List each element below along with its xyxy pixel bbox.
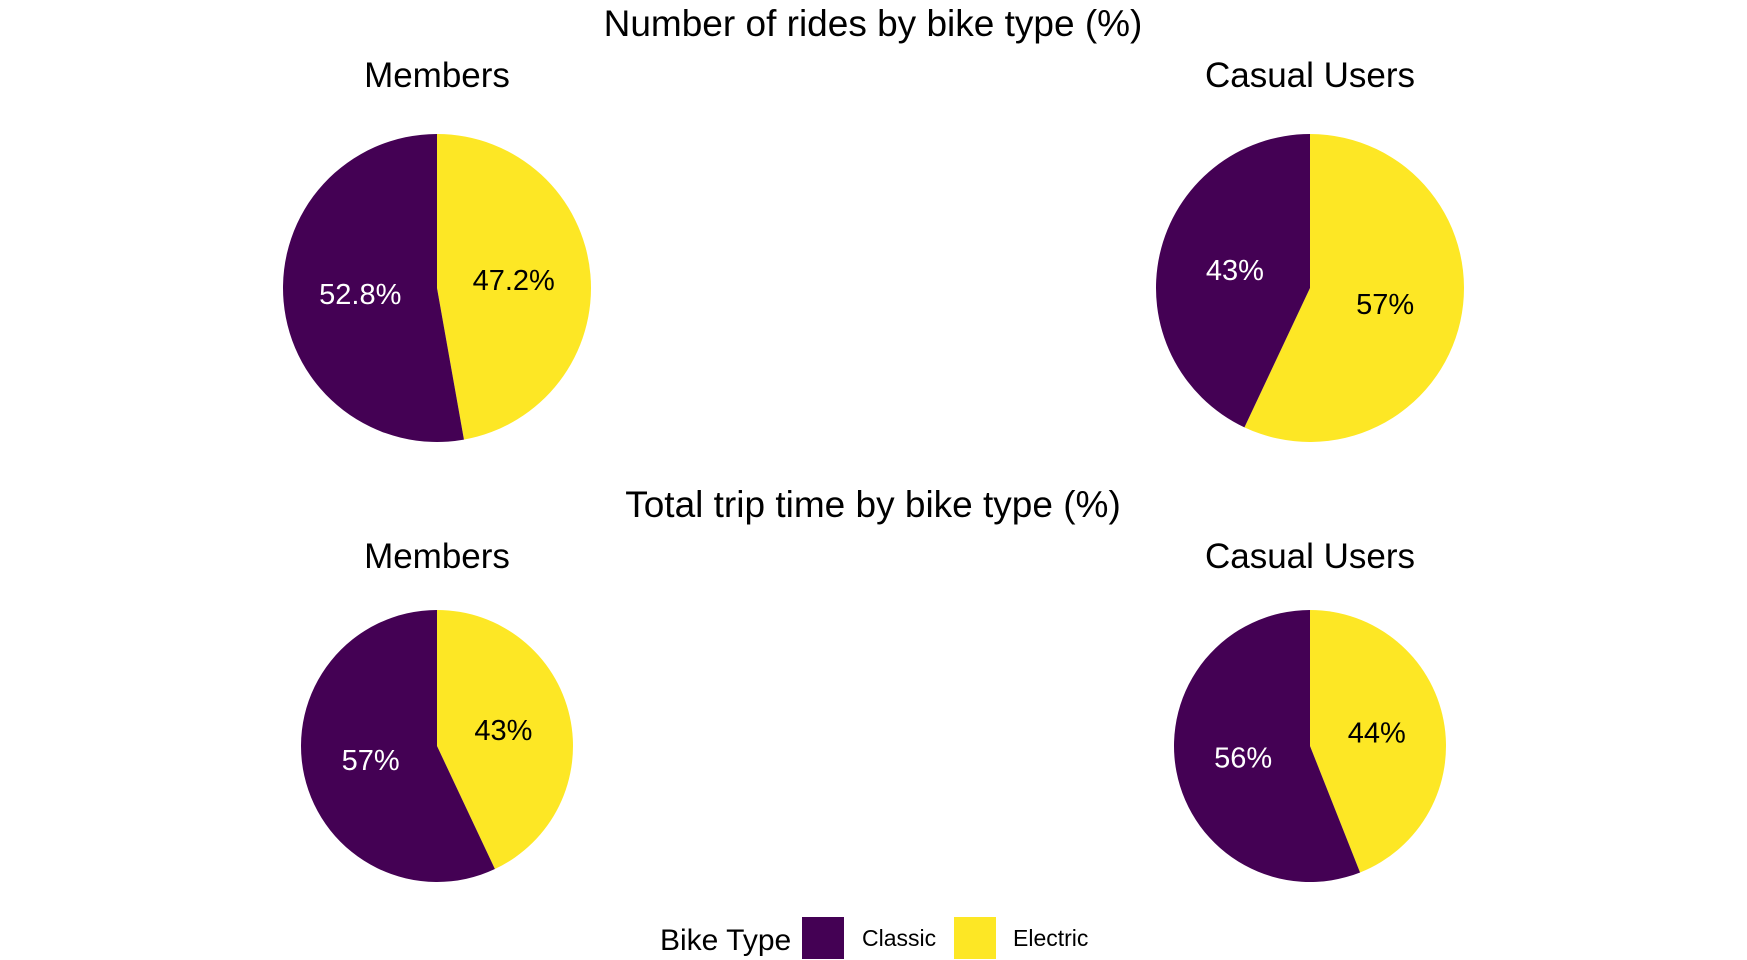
pie-label-trip-members-classic: 57% (342, 745, 400, 777)
panel-title-trip-casual: Casual Users (1205, 537, 1415, 576)
pie-slice-trip-casual-electric (1310, 610, 1446, 873)
pie-label-trip-casual-classic: 56% (1214, 743, 1272, 775)
pie-label-trip-casual-electric: 44% (1348, 717, 1406, 749)
pie-label-rides-casual-electric: 57% (1356, 289, 1414, 321)
legend-title: Bike Type (660, 924, 791, 957)
pie-label-rides-members-electric: 47.2% (473, 265, 555, 297)
pie-label-rides-members-classic: 52.8% (319, 279, 401, 311)
panel-title-trip-members: Members (364, 537, 510, 576)
legend-label-electric: Electric (1013, 925, 1088, 951)
legend-swatch-electric (954, 917, 996, 959)
pie-slice-rides-casual-electric (1244, 134, 1465, 442)
section-title-rides: Number of rides by bike type (%) (604, 3, 1143, 44)
pie-label-rides-casual-classic: 43% (1206, 255, 1264, 287)
pie-charts-group: 47.2% 52.8% 57% 43% 43% 57% 44% 56% (282, 134, 1465, 883)
legend-label-classic: Classic (862, 925, 936, 951)
pie-slice-rides-members-classic (282, 134, 464, 442)
legend: Bike Type Classic Electric (660, 917, 1088, 959)
panel-title-rides-members: Members (364, 56, 510, 95)
pie-slice-trip-members-classic (300, 610, 495, 882)
pie-slice-rides-members-electric (437, 134, 591, 440)
pie-slice-trip-casual-classic (1173, 610, 1361, 883)
pie-label-trip-members-electric: 43% (474, 715, 532, 747)
panel-title-rides-casual: Casual Users (1205, 56, 1415, 95)
pie-slice-trip-members-electric (437, 610, 573, 870)
pie-slice-rides-casual-classic (1156, 134, 1310, 428)
legend-swatch-classic (802, 917, 844, 959)
section-title-trip-time: Total trip time by bike type (%) (625, 484, 1121, 525)
